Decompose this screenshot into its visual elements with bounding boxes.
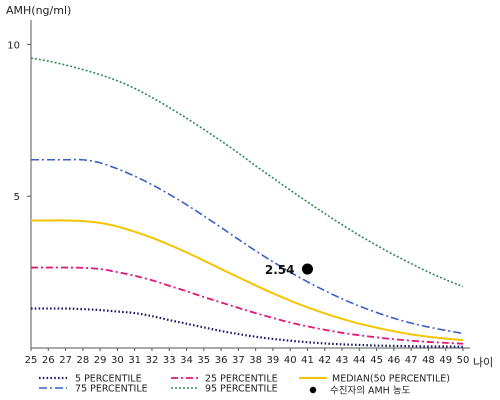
legend-label-75-percentile: 75 PERCENTILE <box>75 384 148 395</box>
series-lines <box>30 57 464 348</box>
legend-swatch-patient-point <box>309 386 317 394</box>
patient-point-marker <box>301 263 313 275</box>
legend-label-patient-point: 수진자의 AMH 농도 <box>330 386 411 397</box>
x-tick-label: 35 <box>197 355 210 366</box>
x-tick-label: 41 <box>301 355 314 366</box>
x-tick-label: 37 <box>232 355 245 366</box>
series-line-75-percentile <box>30 158 464 335</box>
x-tick-label: 40 <box>284 355 297 366</box>
x-tick-label: 45 <box>370 355 383 366</box>
x-axis-title: 나이 <box>473 356 493 369</box>
legend-label-95-percentile: 95 PERCENTILE <box>205 384 278 395</box>
patient-points: 2.54 <box>265 263 313 277</box>
x-tick-label: 31 <box>128 355 141 366</box>
x-tick-label: 47 <box>405 355 418 366</box>
x-tick-label: 34 <box>180 355 193 366</box>
x-tick-label: 38 <box>249 355 262 366</box>
patient-point-label: 2.54 <box>265 263 295 277</box>
y-axis-title: AMH(ng/ml) <box>6 4 71 17</box>
y-tick-label: 5 <box>14 192 20 203</box>
x-tick-label: 48 <box>422 355 435 366</box>
legend-label-median-50-percentile: MEDIAN(50 PERCENTILE) <box>332 374 450 385</box>
y-tick-label: 10 <box>7 40 20 51</box>
x-tick-label: 33 <box>163 355 176 366</box>
x-tick-label: 42 <box>318 355 331 366</box>
legend-label-25-percentile: 25 PERCENTILE <box>205 374 278 385</box>
x-tick-label: 49 <box>439 355 452 366</box>
x-tick-label: 39 <box>267 355 280 366</box>
x-tick-label: 46 <box>388 355 401 366</box>
series-line-5-percentile <box>31 307 464 348</box>
axes: 5 10 25 26 27 28 29 30 31 32 33 34 35 36 37 38 39 40 41 42 4… <box>6 4 493 369</box>
x-tick-label: 28 <box>76 355 89 366</box>
x-tick-label: 32 <box>146 355 159 366</box>
x-tick-label: 50 <box>457 355 470 366</box>
series-line-25-percentile <box>31 266 464 345</box>
series-line-95-percentile <box>30 57 464 288</box>
x-tick-label: 30 <box>111 355 124 366</box>
x-tick-label: 43 <box>336 355 349 366</box>
x-tick-label: 26 <box>42 355 55 366</box>
series-line-median-50-percentile <box>31 219 464 342</box>
x-tick-label: 44 <box>353 355 366 366</box>
legend-label-5-percentile: 5 PERCENTILE <box>75 374 142 385</box>
x-tick-label: 29 <box>94 355 107 366</box>
x-tick-label: 25 <box>25 355 38 366</box>
x-tick-label: 36 <box>215 355 228 366</box>
x-tick-label: 27 <box>59 355 72 366</box>
